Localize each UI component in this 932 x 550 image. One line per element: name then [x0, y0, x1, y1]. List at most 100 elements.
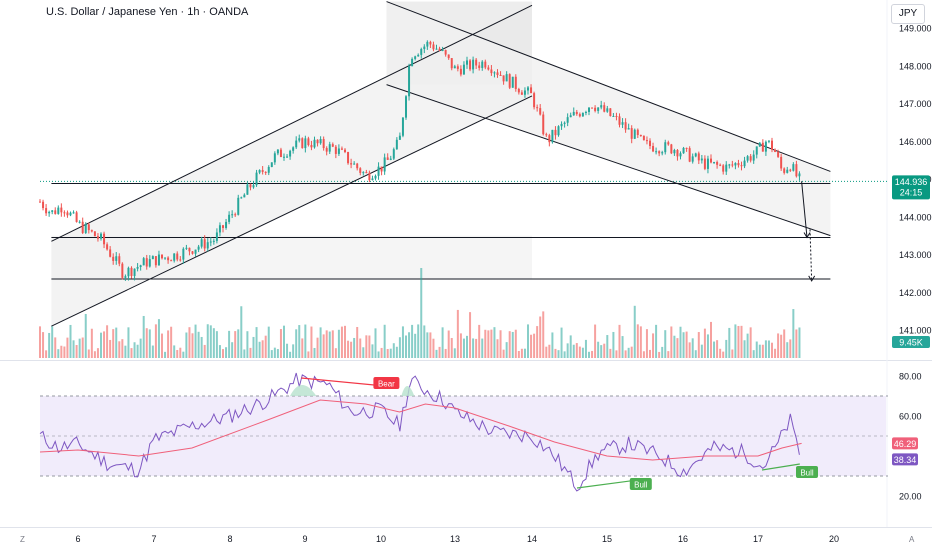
- candle-body: [755, 146, 758, 155]
- volume-bar: [322, 334, 325, 358]
- candle-body: [447, 54, 450, 59]
- volume-bar: [645, 329, 648, 358]
- rsi-overbought-fill: [401, 386, 415, 396]
- volume-bar: [161, 333, 163, 358]
- volume-bar: [157, 319, 160, 358]
- candle-body: [356, 163, 359, 169]
- volume-bar: [755, 341, 758, 358]
- price-tick-label: 148.000: [899, 61, 932, 71]
- candle-body: [783, 168, 786, 173]
- candle-body: [392, 149, 395, 159]
- projection-arrowhead-2: [808, 275, 816, 282]
- candle-body: [716, 161, 719, 165]
- volume-bar: [398, 337, 401, 358]
- volume-bar: [45, 350, 48, 358]
- candle-body: [331, 144, 334, 147]
- volume-bar: [685, 331, 688, 358]
- candle-body: [261, 170, 264, 172]
- volume-bar: [505, 342, 508, 358]
- bull-label-1-bg: [629, 478, 652, 490]
- volume-bar: [121, 339, 124, 358]
- candle-body: [795, 164, 798, 177]
- candle-body: [462, 64, 465, 75]
- descending-channel-shade: [386, 1, 831, 236]
- auto-scale-toggle[interactable]: A: [909, 535, 915, 544]
- bull-label-1: Bull: [634, 481, 648, 490]
- bull-divergence-line-2: [761, 463, 800, 471]
- time-tick-label: 17: [753, 534, 763, 544]
- candle-body: [203, 239, 206, 249]
- price-badge-bg: [892, 175, 930, 200]
- volume-bar: [459, 333, 462, 358]
- volume-bar: [222, 349, 224, 358]
- candle-body: [100, 233, 102, 239]
- volume-bar: [435, 349, 438, 358]
- rsi-line: [39, 372, 800, 492]
- volume-bar: [60, 345, 63, 358]
- candle-body: [511, 76, 514, 88]
- volume-bar: [426, 332, 429, 358]
- volume-bar: [286, 343, 289, 358]
- volume-bar: [423, 325, 426, 358]
- candle-body: [655, 151, 658, 153]
- candle-body: [578, 114, 581, 117]
- candle-body: [240, 197, 243, 199]
- candle-body: [270, 162, 273, 167]
- candle-body: [450, 58, 453, 69]
- candle-body: [713, 161, 716, 163]
- volume-bar: [51, 326, 54, 358]
- price-tick-label: 147.000: [899, 99, 932, 109]
- candle-body: [411, 58, 414, 67]
- candle-body: [600, 105, 603, 108]
- candle-body: [154, 256, 157, 266]
- price-tick-label: 149.000: [899, 24, 932, 34]
- scale-mode-toggle[interactable]: Z: [20, 535, 25, 544]
- volume-bar: [39, 326, 41, 358]
- price-tick-label: 141.000: [899, 326, 932, 336]
- volume-bar: [200, 336, 203, 358]
- candle-body: [722, 165, 725, 172]
- candle-body: [676, 150, 679, 157]
- candle-body: [337, 148, 340, 154]
- volume-bar: [54, 337, 57, 358]
- candle-body: [197, 246, 200, 250]
- volume-bar: [243, 349, 246, 358]
- volume-bar: [197, 331, 200, 358]
- candle-body: [130, 267, 133, 276]
- candle-body: [572, 111, 575, 116]
- volume-bar: [127, 327, 130, 358]
- volume-bar: [725, 339, 728, 358]
- candle-body: [508, 74, 511, 88]
- volume-bar: [649, 349, 651, 358]
- volume-bar: [636, 324, 639, 358]
- volume-bar: [783, 329, 786, 358]
- candle-body: [228, 214, 231, 222]
- time-tick-label: 15: [602, 534, 612, 544]
- volume-bar: [374, 328, 377, 358]
- volume-bar: [536, 326, 539, 358]
- volume-bar: [566, 343, 569, 358]
- volume-bar: [710, 321, 712, 358]
- volume-bar: [737, 325, 740, 358]
- volume-bar: [276, 349, 279, 358]
- volume-badge-bg: [892, 336, 930, 348]
- candle-body: [72, 212, 75, 214]
- candle-body: [438, 48, 441, 51]
- currency-button[interactable]: JPY: [891, 4, 925, 24]
- volume-bar: [344, 325, 346, 358]
- candle-body: [664, 142, 667, 153]
- volume-bar: [682, 332, 685, 358]
- candle-body: [737, 163, 740, 166]
- candle-body: [475, 59, 478, 66]
- volume-bar: [182, 351, 185, 358]
- candle-body: [417, 54, 420, 57]
- volume-bar: [57, 349, 60, 358]
- candle-body: [206, 242, 209, 249]
- volume-bar: [405, 335, 407, 358]
- candle-body: [420, 49, 423, 55]
- candle-body: [444, 50, 447, 55]
- candle-body: [90, 230, 93, 232]
- volume-bar: [713, 341, 716, 358]
- volume-bar: [542, 311, 545, 358]
